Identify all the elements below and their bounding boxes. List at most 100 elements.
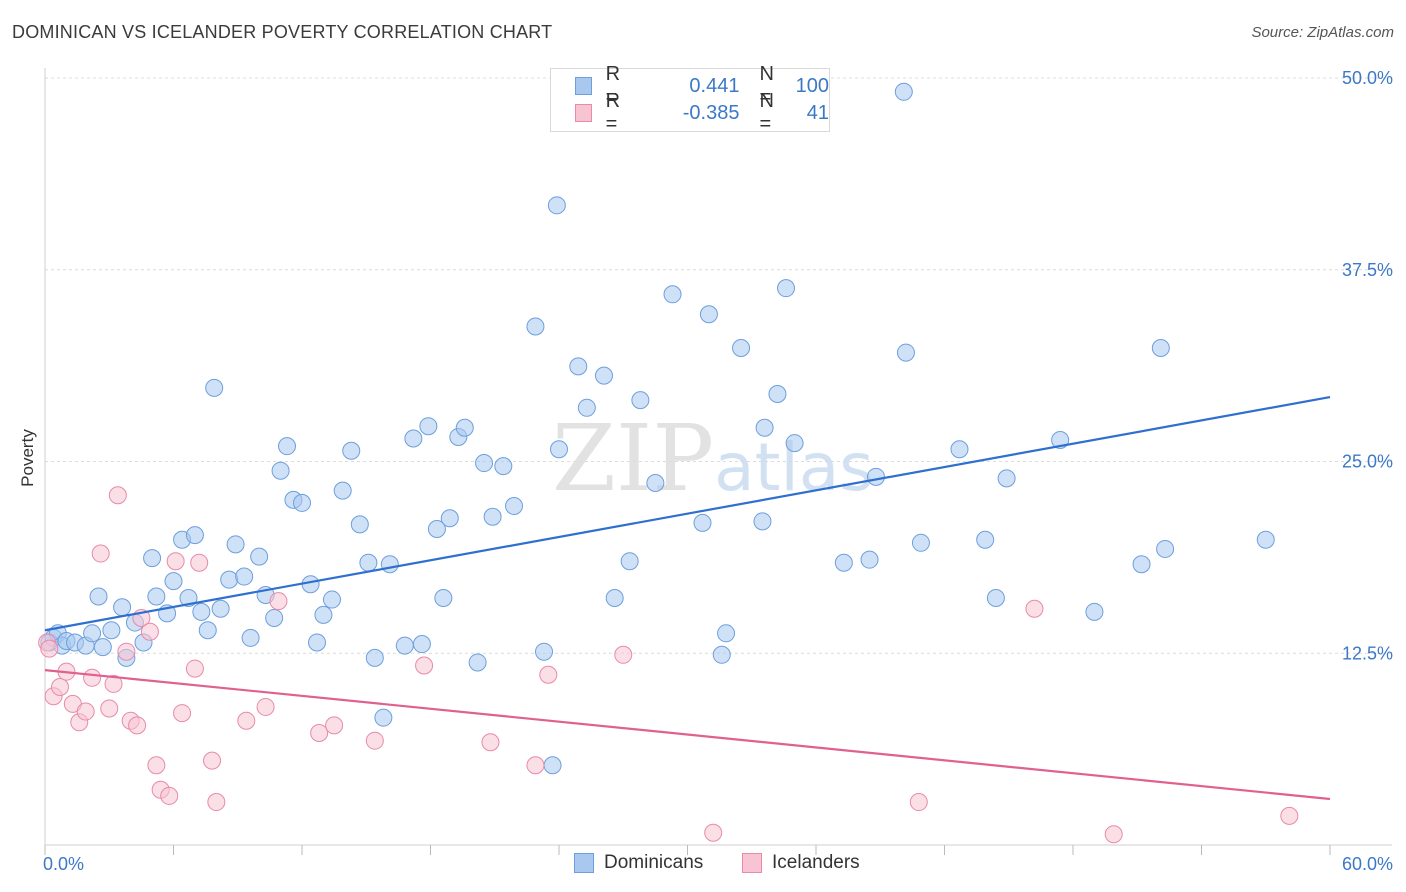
dominicans-point — [455, 418, 474, 437]
dominicans-point — [185, 526, 204, 545]
dominicans-point — [753, 512, 772, 531]
dominicans-point — [241, 628, 260, 647]
legend-r-value: -0.385 — [682, 101, 740, 124]
icelanders-point — [104, 674, 123, 693]
icelanders-point — [83, 668, 102, 687]
y-tick-label: 37.5% — [1342, 260, 1393, 280]
dominicans-point — [198, 621, 217, 640]
icelanders-trend-line — [44, 669, 1331, 801]
dominicans-point — [894, 82, 913, 101]
dominicans-point — [526, 317, 545, 336]
dominicans-point — [89, 587, 108, 606]
icelanders-point — [481, 733, 500, 752]
dominicans-point — [278, 437, 297, 456]
dominicans-points — [40, 82, 1275, 775]
legend-item-dominicans: Dominicans — [574, 852, 703, 874]
icelanders-point — [76, 702, 95, 721]
icelanders-point — [173, 704, 192, 723]
dominicans-point — [113, 598, 132, 617]
dominicans-point — [976, 530, 995, 549]
watermark: ZIPatlas — [552, 405, 874, 512]
dominicans-point — [1132, 555, 1151, 574]
dominicans-point — [374, 708, 393, 727]
dominicans-point — [359, 553, 378, 572]
dominicans-point — [577, 398, 596, 417]
icelanders-point — [256, 697, 275, 716]
legend-label-icelanders: Icelanders — [772, 852, 860, 873]
dominicans-point — [1256, 530, 1275, 549]
dominicans-point — [663, 285, 682, 304]
dominicans-point — [569, 357, 588, 376]
dominicans-point — [265, 608, 284, 627]
dominicans-point — [785, 434, 804, 453]
icelanders-points — [38, 486, 1299, 844]
dominicans-point — [250, 547, 269, 566]
legend-n-value: 41 — [806, 101, 830, 124]
dominicans-point — [860, 550, 879, 569]
dominicans-point — [693, 513, 712, 532]
dominicans-point — [93, 638, 112, 657]
icelanders-point — [140, 622, 159, 641]
legend-r-value: 0.441 — [689, 74, 740, 97]
dominicans-point — [896, 343, 915, 362]
dominicans-point — [997, 469, 1016, 488]
icelanders-point — [190, 553, 209, 572]
chart-title: DOMINICAN VS ICELANDER POVERTY CORRELATI… — [12, 22, 553, 42]
legend-n-label: N = — [759, 90, 774, 135]
x-tick-label: 60.0% — [1342, 854, 1393, 874]
dominicans-point — [550, 440, 568, 459]
dominicans-point — [83, 624, 102, 643]
icelanders-point — [1280, 806, 1299, 825]
icelanders-point — [704, 823, 723, 842]
dominicans-point — [235, 567, 254, 586]
y-tick-label: 25.0% — [1342, 452, 1393, 472]
x-tick-label: 0.0% — [43, 854, 84, 874]
series-legend: Dominicans Icelanders — [0, 852, 1406, 876]
dominicans-point — [483, 507, 502, 526]
dominicans-point — [717, 624, 736, 643]
icelanders-point — [1104, 825, 1123, 844]
icelanders-point — [909, 793, 928, 812]
dominicans-point — [143, 549, 162, 568]
icelanders-point — [166, 552, 185, 571]
grid-lines — [45, 77, 1392, 654]
dominicans-point — [211, 599, 230, 618]
dominicans-point — [179, 589, 198, 608]
dominicans-point — [543, 756, 562, 775]
dominicans-point — [322, 590, 341, 609]
icelanders-point — [91, 544, 110, 563]
icelanders-point — [100, 699, 119, 718]
legend-r-label: R = — [605, 63, 621, 108]
icelanders-point — [147, 756, 166, 775]
legend-swatch-dominicans — [575, 77, 592, 95]
dominicans-point — [427, 519, 446, 538]
legend-swatch-icelanders — [575, 104, 592, 122]
tick-labels: 12.5% 25.0% 37.5% 50.0% 0.0% 60.0% — [43, 68, 1393, 874]
dominicans-point — [911, 533, 930, 552]
legend-row-icelanders: R = -0.385 N = 41 — [575, 90, 830, 135]
y-axis-label: Poverty — [18, 429, 37, 487]
dominicans-point — [950, 440, 969, 459]
dominicans-point — [419, 417, 438, 436]
legend-row-dominicans: R = 0.441 N = 100 — [575, 63, 829, 108]
icelanders-point — [128, 716, 147, 735]
legend-swatch-icelanders — [742, 853, 762, 873]
icelanders-point — [40, 639, 59, 658]
axes — [44, 68, 1392, 855]
dominicans-point — [631, 391, 650, 410]
icelanders-point — [614, 645, 633, 664]
dominicans-point — [314, 605, 333, 624]
dominicans-point — [365, 648, 384, 667]
dominicans-point — [333, 481, 352, 500]
source-label: Source: ZipAtlas.com — [1251, 24, 1394, 41]
legend-item-icelanders: Icelanders — [742, 852, 860, 874]
dominicans-point — [605, 589, 624, 608]
dominicans-point — [547, 196, 566, 215]
icelanders-point — [237, 711, 256, 730]
dominicans-point — [164, 572, 183, 591]
y-tick-label: 50.0% — [1342, 68, 1393, 88]
y-tick-label: 12.5% — [1342, 643, 1393, 663]
dominicans-point — [205, 378, 224, 397]
dominicans-point — [395, 636, 414, 655]
dominicans-point — [1156, 539, 1175, 558]
